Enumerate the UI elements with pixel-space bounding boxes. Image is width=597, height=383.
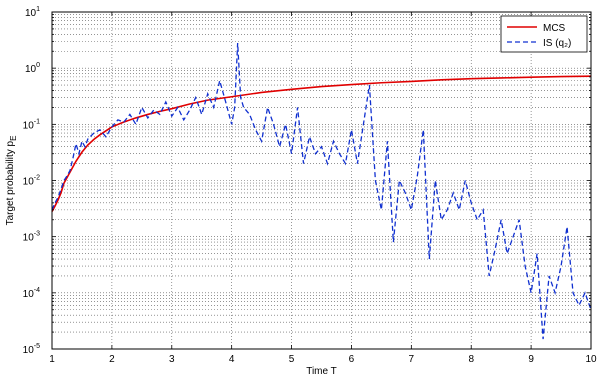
x-tick-label: 3	[169, 354, 175, 365]
legend-label: MCS	[543, 23, 566, 34]
y-tick-label: 10-2	[23, 175, 40, 188]
x-tick-label: 5	[289, 354, 295, 365]
legend-box	[500, 15, 588, 53]
series-line-mcs	[51, 75, 592, 212]
series-layer	[51, 43, 592, 340]
y-tick-label: 10-1	[23, 118, 40, 131]
y-axis-label: Target probability pE	[5, 136, 18, 226]
legend-label: IS (q₂)	[543, 38, 571, 49]
legend: MCS IS (q₂)	[500, 15, 588, 53]
y-tick-base: 10	[25, 8, 37, 19]
x-tick-label: 6	[349, 354, 355, 365]
x-tick-label: 1	[49, 354, 55, 365]
y-tick-label: 10-4	[23, 287, 40, 300]
y-tick-exponent: -2	[34, 175, 40, 182]
x-tick-label: 10	[585, 354, 597, 365]
y-tick-exponent: -1	[34, 118, 40, 125]
x-tick-label: 4	[229, 354, 235, 365]
grid	[52, 12, 591, 349]
y-tick-label: 101	[25, 6, 40, 19]
y-tick-base: 10	[25, 64, 37, 75]
y-tick-base: 10	[23, 177, 35, 188]
y-tick-base: 10	[23, 120, 35, 131]
y-tick-exponent: 0	[36, 62, 40, 69]
x-tick-label: 7	[409, 354, 415, 365]
y-axis-label-subscript: E	[9, 136, 18, 141]
y-tick-base: 10	[23, 289, 35, 300]
y-tick-exponent: -3	[34, 231, 40, 238]
x-axis-label: Time T	[306, 366, 337, 377]
y-tick-exponent: 1	[36, 6, 40, 13]
y-tick-base: 10	[23, 233, 35, 244]
y-tick-label: 10-3	[23, 231, 40, 244]
y-tick-base: 10	[23, 345, 35, 356]
y-tick-label: 100	[25, 62, 40, 75]
x-tick-label: 8	[468, 354, 474, 365]
y-tick-label: 10-5	[23, 343, 40, 356]
x-tick-label: 2	[109, 354, 115, 365]
y-axis-label-main: Target probability p	[5, 140, 16, 225]
y-tick-exponent: -4	[34, 287, 40, 294]
series-line-is	[51, 43, 592, 340]
y-tick-exponent: -5	[34, 343, 40, 350]
x-tick-label: 9	[528, 354, 534, 365]
